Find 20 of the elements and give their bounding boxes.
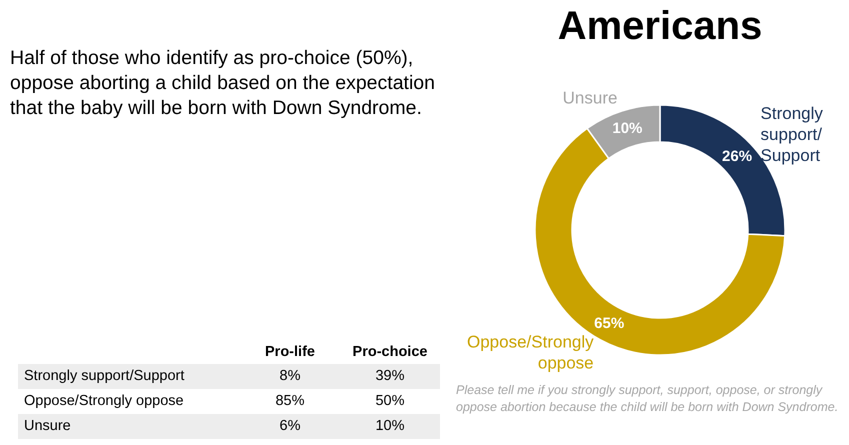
chart-title: Americans <box>556 4 764 49</box>
data-label: 10% <box>612 120 642 138</box>
text: Please tell me if you strongly support, support, oppose, or strongly oppose abortion because the child will be born with Down Syndrome. <box>456 382 840 416</box>
text: Pro-choice <box>352 343 428 362</box>
category-label: Unsure <box>23 417 72 436</box>
data-label: 65% <box>594 315 624 332</box>
data-label: 39% <box>374 367 406 386</box>
data-label: 10% <box>374 417 406 436</box>
slice-label: Unsure <box>562 88 618 108</box>
data-label: 85% <box>274 392 306 411</box>
data-label: 6% <box>278 417 302 436</box>
text: Half of those who identify as pro-choice (50%), oppose aborting a child based on the expectation that the baby will be born with Down Syndrome. <box>10 46 436 121</box>
data-label: 8% <box>278 367 302 386</box>
category-label: Strongly support/Support <box>23 367 186 386</box>
slice-label: Oppose/Strongly oppose <box>467 332 594 372</box>
data-label: 26% <box>722 148 752 165</box>
slice-label: Strongly support/ Support <box>760 104 824 165</box>
series-label: Pro-life <box>264 343 316 362</box>
category-label: Oppose/Strongly oppose <box>23 392 185 411</box>
data-label: 50% <box>374 392 406 411</box>
